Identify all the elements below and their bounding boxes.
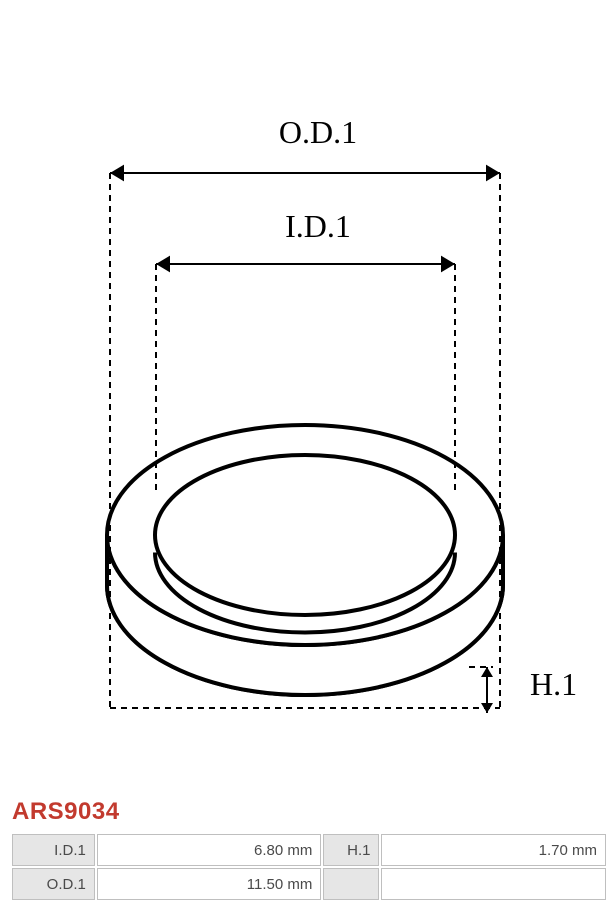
spec-label: O.D.1 <box>12 868 95 900</box>
spec-label: I.D.1 <box>12 834 95 866</box>
spec-value: 1.70 mm <box>381 834 606 866</box>
spec-label <box>323 868 379 900</box>
spec-value: 11.50 mm <box>97 868 322 900</box>
spec-label: H.1 <box>323 834 379 866</box>
ring-diagram: O.D.1 I.D.1 H.1 <box>0 15 608 775</box>
svg-text:H.1: H.1 <box>530 666 577 702</box>
diagram-area: O.D.1 I.D.1 H.1 <box>0 0 608 790</box>
table-row: I.D.1 6.80 mm H.1 1.70 mm <box>12 834 606 866</box>
svg-text:I.D.1: I.D.1 <box>285 208 351 244</box>
spec-value <box>381 868 606 900</box>
product-code: ARS9034 <box>0 790 608 832</box>
spec-table: I.D.1 6.80 mm H.1 1.70 mm O.D.1 11.50 mm <box>10 832 608 902</box>
table-row: O.D.1 11.50 mm <box>12 868 606 900</box>
svg-text:O.D.1: O.D.1 <box>279 114 357 150</box>
page: O.D.1I.D.1H.1 ARS9034 I.D.1 6.80 mm H.1 … <box>0 0 608 902</box>
spec-value: 6.80 mm <box>97 834 322 866</box>
